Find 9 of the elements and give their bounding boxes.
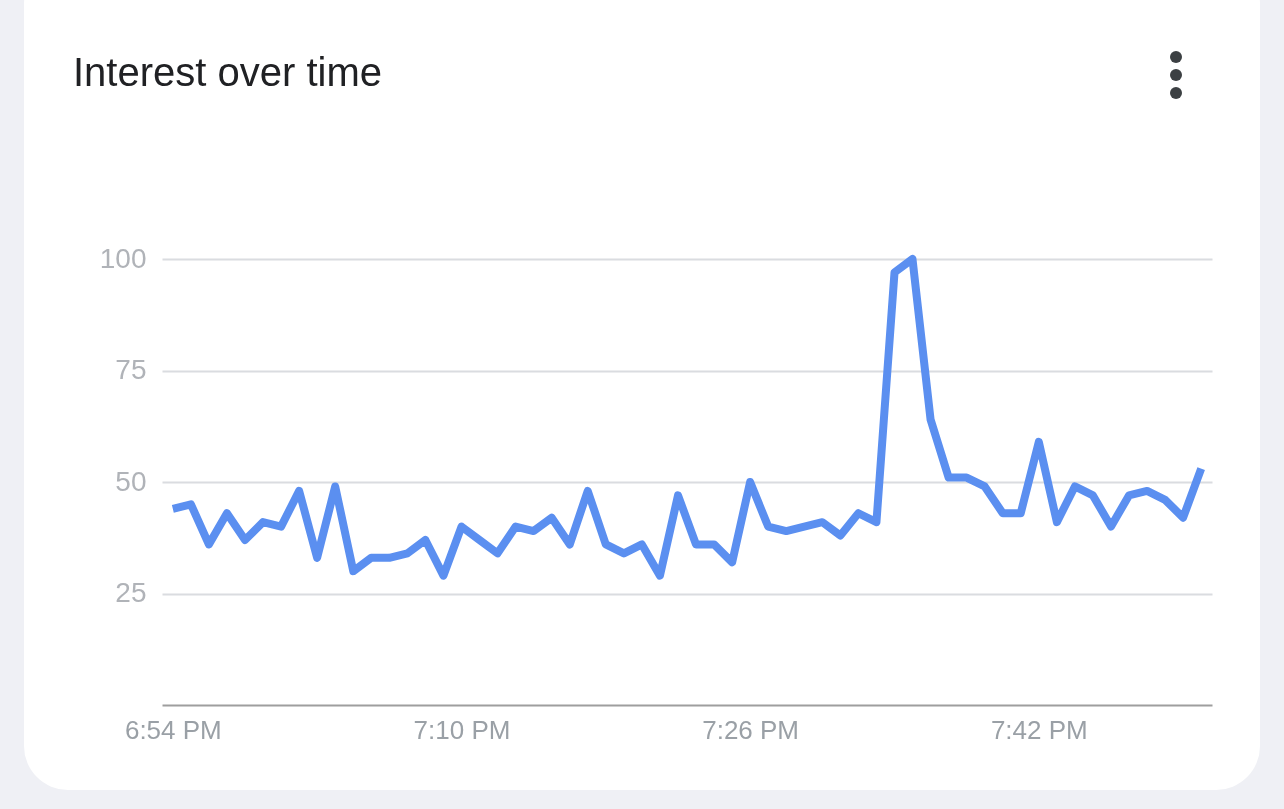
x-tick-label: 7:10 PM (413, 714, 511, 745)
x-tick-label: 6:54 PM (124, 714, 222, 745)
y-tick-label: 75 (115, 354, 147, 385)
y-tick-label: 25 (115, 577, 147, 608)
chart-title: Interest over time (73, 50, 383, 95)
x-tick-label: 7:26 PM (702, 714, 800, 745)
x-tick-label: 7:42 PM (990, 714, 1088, 745)
y-tick-label: 50 (115, 465, 147, 497)
y-tick-label: 100 (99, 242, 147, 274)
